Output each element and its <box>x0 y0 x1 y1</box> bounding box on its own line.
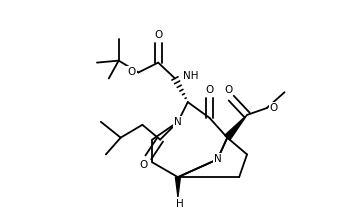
Text: O: O <box>139 160 148 170</box>
Polygon shape <box>225 115 247 140</box>
Text: N: N <box>214 154 221 164</box>
Text: O: O <box>205 85 214 95</box>
Text: O: O <box>154 30 162 40</box>
Text: O: O <box>224 85 233 95</box>
Text: H: H <box>176 199 184 209</box>
Text: O: O <box>127 68 136 77</box>
Polygon shape <box>175 177 180 197</box>
Text: O: O <box>270 103 278 113</box>
Text: N: N <box>174 117 182 127</box>
Text: NH: NH <box>183 72 198 81</box>
